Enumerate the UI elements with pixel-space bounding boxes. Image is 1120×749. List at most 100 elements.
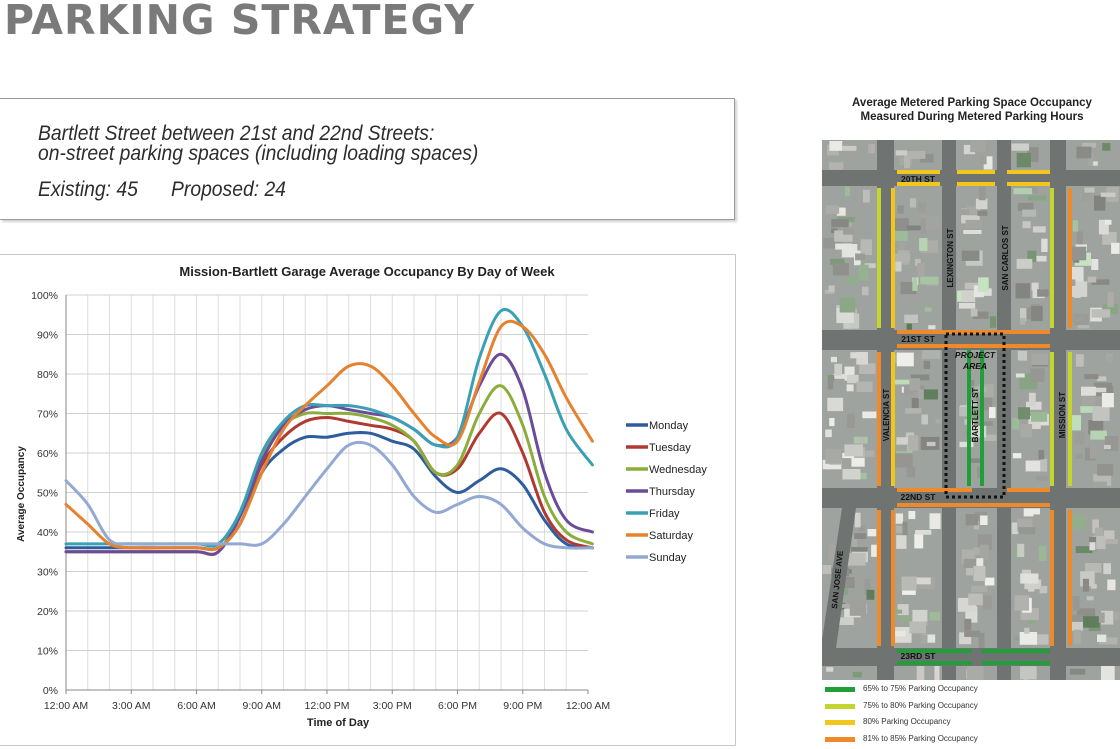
building — [841, 588, 849, 595]
legend-swatch-lime — [825, 703, 855, 709]
building — [977, 210, 988, 216]
street-label-valencia: VALENCIA ST — [882, 389, 891, 442]
building — [971, 585, 988, 593]
page-title: PARKING STRATEGY — [4, 0, 475, 44]
building — [835, 243, 852, 250]
building — [1090, 430, 1107, 440]
building — [1103, 530, 1115, 541]
series-line-thursday — [64, 352, 594, 556]
building — [900, 616, 913, 622]
building — [1096, 376, 1107, 382]
building — [846, 384, 854, 392]
building — [845, 320, 851, 329]
building — [843, 228, 855, 235]
building — [965, 219, 982, 228]
building — [1029, 392, 1036, 407]
building — [934, 665, 940, 680]
map-legend-item: 81% to 85% Parking Occupancy — [822, 733, 1120, 749]
building — [901, 576, 917, 591]
series-line-saturday — [64, 319, 594, 552]
building — [842, 469, 861, 480]
building — [1083, 616, 1100, 628]
y-tick-label: 0% — [43, 685, 58, 697]
building — [828, 162, 844, 170]
building — [1069, 621, 1083, 631]
building — [1013, 188, 1033, 195]
building — [907, 151, 926, 159]
building — [966, 565, 973, 576]
building — [1018, 407, 1030, 420]
building — [844, 444, 864, 457]
building — [1020, 573, 1039, 584]
building — [897, 604, 909, 616]
x-tick-label: 6:00 PM — [438, 700, 477, 712]
building — [915, 258, 921, 266]
chart-gridlines — [66, 294, 588, 690]
building — [1101, 665, 1115, 680]
building — [1076, 231, 1083, 246]
building — [980, 515, 988, 525]
building — [847, 374, 859, 384]
building — [970, 308, 978, 317]
project-area-outline — [944, 332, 1006, 499]
building — [1027, 186, 1039, 194]
building — [989, 316, 997, 328]
building — [1082, 188, 1090, 202]
x-tick-label: 9:00 PM — [503, 700, 542, 712]
building — [980, 434, 997, 441]
building — [1030, 368, 1045, 382]
y-tick-label: 50% — [37, 488, 58, 500]
building — [1031, 255, 1047, 262]
building — [1067, 316, 1084, 322]
map-legend-item: 65% to 75% Parking Occupancy — [822, 683, 1120, 700]
building — [1028, 576, 1035, 592]
building — [1073, 629, 1081, 645]
y-tick-label: 100% — [31, 290, 58, 302]
y-axis-label: Average Occupancy — [16, 446, 27, 542]
building — [858, 264, 869, 281]
existing-count: Existing: 45 — [38, 178, 138, 201]
project-label: PROJECT — [955, 350, 996, 360]
building — [1032, 226, 1046, 233]
block — [822, 666, 877, 680]
building — [979, 544, 989, 561]
building — [895, 379, 911, 385]
building — [854, 512, 861, 528]
building — [920, 217, 926, 234]
building — [973, 547, 980, 556]
series-line-sunday — [64, 440, 594, 550]
building — [1020, 424, 1033, 438]
street-vertical — [877, 140, 894, 680]
building — [912, 577, 931, 585]
street-label-san-carlos: SAN CARLOS ST — [1001, 225, 1010, 290]
building — [1084, 374, 1099, 380]
series-line-wednesday — [64, 384, 594, 557]
building — [898, 242, 905, 250]
building — [846, 276, 860, 284]
building — [1016, 152, 1031, 168]
building — [1012, 418, 1020, 430]
building — [832, 263, 849, 276]
building — [1081, 394, 1096, 406]
building — [1080, 406, 1100, 413]
building — [829, 418, 835, 427]
building — [1031, 411, 1048, 422]
building — [1017, 543, 1025, 557]
building — [1092, 481, 1107, 487]
building — [906, 225, 923, 231]
building — [860, 239, 872, 255]
building — [1041, 238, 1048, 252]
building — [1101, 393, 1114, 408]
building — [1025, 460, 1041, 472]
building — [970, 140, 986, 153]
map-title-line-2: Measured During Metered Parking Hours — [860, 111, 1084, 123]
building — [1086, 596, 1094, 601]
building — [1089, 443, 1097, 459]
building — [1014, 595, 1029, 611]
building — [911, 398, 919, 413]
building — [1111, 242, 1120, 254]
building — [830, 356, 837, 363]
map-legend: 65% to 75% Parking Occupancy 75% to 80% … — [822, 683, 1120, 749]
building — [1076, 146, 1092, 159]
building — [926, 441, 936, 447]
